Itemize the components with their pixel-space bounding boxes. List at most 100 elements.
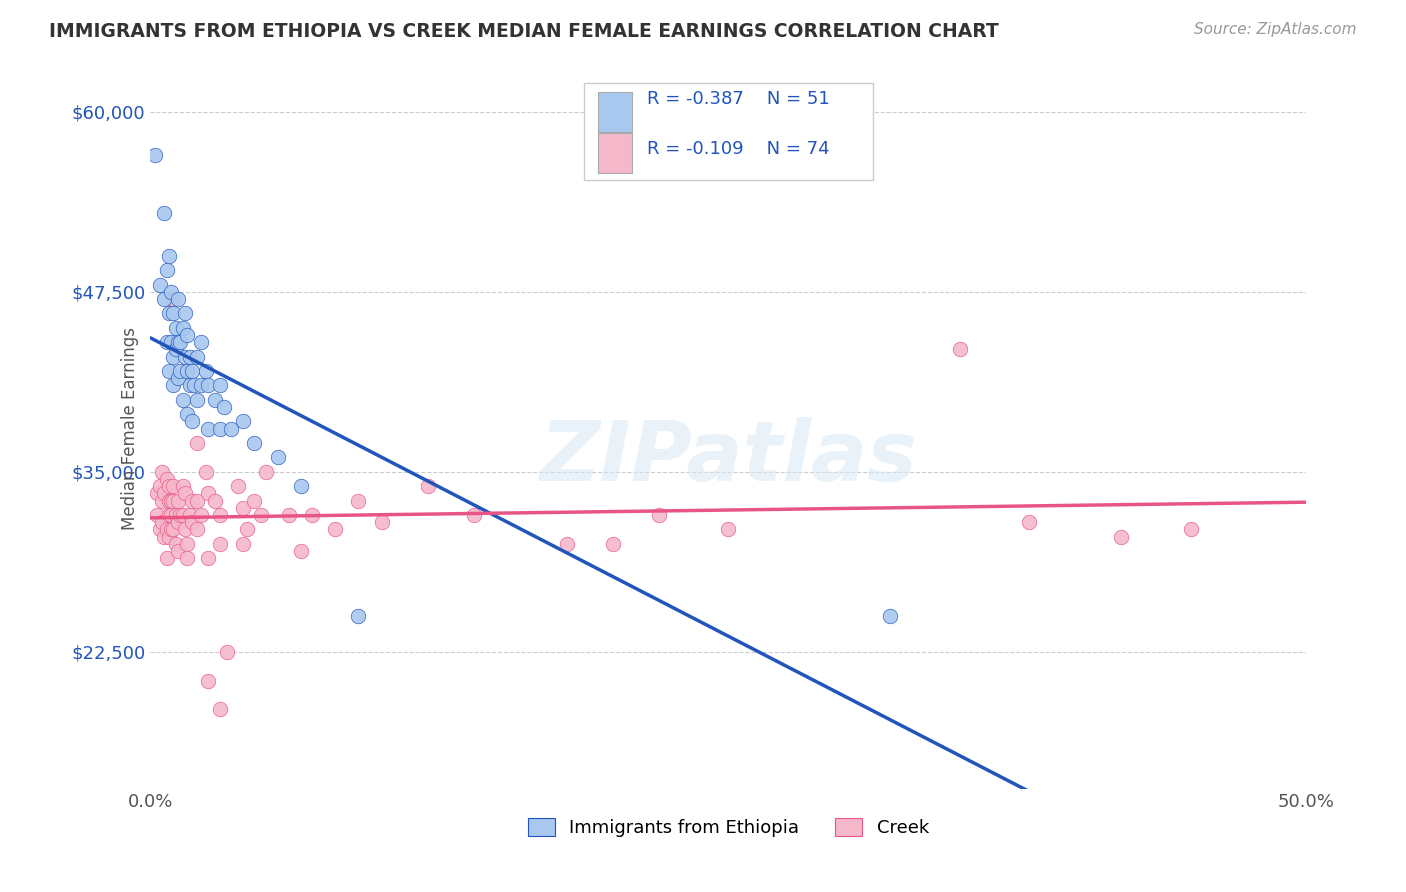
Point	[157, 529, 180, 543]
Point	[162, 306, 184, 320]
Point	[194, 364, 217, 378]
Point	[266, 450, 288, 465]
Point	[160, 493, 183, 508]
FancyBboxPatch shape	[583, 83, 873, 180]
Point	[167, 544, 190, 558]
Point	[208, 378, 231, 392]
Point	[215, 645, 238, 659]
Point	[179, 508, 201, 522]
Text: R = -0.109    N = 74: R = -0.109 N = 74	[647, 140, 830, 158]
Point	[176, 551, 198, 566]
Point	[165, 343, 187, 357]
Point	[190, 378, 212, 392]
Point	[153, 486, 176, 500]
Point	[172, 479, 194, 493]
Legend: Immigrants from Ethiopia, Creek: Immigrants from Ethiopia, Creek	[520, 811, 936, 845]
Point	[648, 508, 671, 522]
Text: IMMIGRANTS FROM ETHIOPIA VS CREEK MEDIAN FEMALE EARNINGS CORRELATION CHART: IMMIGRANTS FROM ETHIOPIA VS CREEK MEDIAN…	[49, 22, 998, 41]
Point	[167, 371, 190, 385]
FancyBboxPatch shape	[598, 133, 633, 173]
Point	[162, 479, 184, 493]
Point	[172, 392, 194, 407]
Point	[179, 350, 201, 364]
Point	[555, 537, 578, 551]
Point	[176, 537, 198, 551]
Point	[186, 493, 208, 508]
Point	[176, 327, 198, 342]
Point	[214, 400, 236, 414]
Point	[174, 306, 197, 320]
Point	[157, 364, 180, 378]
Point	[176, 407, 198, 421]
Point	[290, 544, 312, 558]
Point	[155, 263, 177, 277]
Point	[153, 292, 176, 306]
Point	[1180, 522, 1202, 536]
Point	[948, 343, 970, 357]
Point	[197, 551, 219, 566]
Point	[157, 493, 180, 508]
Point	[290, 479, 312, 493]
Point	[157, 508, 180, 522]
Point	[157, 306, 180, 320]
Point	[172, 508, 194, 522]
Point	[149, 522, 172, 536]
Point	[157, 249, 180, 263]
Point	[162, 350, 184, 364]
Point	[155, 522, 177, 536]
Point	[146, 486, 169, 500]
Point	[254, 465, 277, 479]
Point	[197, 673, 219, 688]
Point	[186, 392, 208, 407]
Point	[181, 364, 204, 378]
FancyBboxPatch shape	[598, 92, 633, 132]
Point	[165, 320, 187, 334]
Point	[186, 350, 208, 364]
Point	[183, 378, 205, 392]
Point	[347, 608, 370, 623]
Point	[150, 493, 173, 508]
Point	[174, 350, 197, 364]
Point	[208, 702, 231, 716]
Point	[172, 320, 194, 334]
Point	[160, 335, 183, 350]
Point	[179, 378, 201, 392]
Point	[169, 335, 191, 350]
Point	[243, 493, 266, 508]
Point	[174, 486, 197, 500]
Point	[181, 493, 204, 508]
Point	[169, 508, 191, 522]
Point	[204, 392, 226, 407]
Point	[197, 486, 219, 500]
Point	[167, 335, 190, 350]
Point	[219, 421, 242, 435]
Text: ZIPatlas: ZIPatlas	[540, 417, 917, 498]
Point	[167, 493, 190, 508]
Point	[169, 364, 191, 378]
Point	[181, 515, 204, 529]
Point	[232, 500, 254, 515]
Point	[181, 414, 204, 428]
Point	[190, 335, 212, 350]
Point	[278, 508, 301, 522]
Y-axis label: Median Female Earnings: Median Female Earnings	[121, 327, 139, 530]
Point	[1111, 529, 1133, 543]
Point	[190, 508, 212, 522]
Point	[208, 421, 231, 435]
Point	[250, 508, 273, 522]
Point	[174, 522, 197, 536]
Point	[1018, 515, 1040, 529]
Point	[155, 551, 177, 566]
Point	[160, 522, 183, 536]
Point	[167, 515, 190, 529]
Point	[153, 529, 176, 543]
Point	[323, 522, 346, 536]
Point	[162, 292, 184, 306]
Text: R = -0.387    N = 51: R = -0.387 N = 51	[647, 90, 830, 108]
Point	[347, 493, 370, 508]
Point	[208, 537, 231, 551]
Point	[416, 479, 439, 493]
Point	[186, 522, 208, 536]
Point	[157, 479, 180, 493]
Point	[236, 522, 259, 536]
